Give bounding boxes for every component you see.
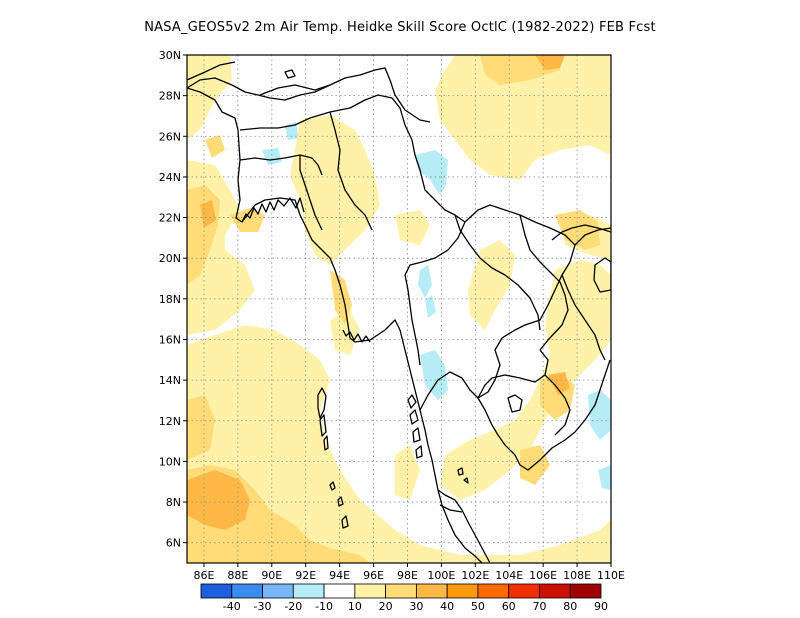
islands-myeik <box>407 394 423 459</box>
colorbar-swatch <box>385 583 417 599</box>
colorbar-label: -10 <box>315 600 333 613</box>
y-axis: 6N 8N 10N 12N 14N 16N 18N 20N 22N 24N 26N 28N 30N <box>159 49 187 550</box>
border-thailand-cambodia <box>477 349 549 399</box>
x-tick-label: 100E <box>427 569 455 582</box>
x-tick-label: 94E <box>329 569 350 582</box>
x-tick-label: 96E <box>363 569 384 582</box>
island-hainan <box>593 257 611 293</box>
islands-andaman <box>317 387 329 451</box>
x-tick-label: 106E <box>529 569 557 582</box>
x-axis: 86E 88E 90E 92E 94E 96E 98E 100E 102E 104E 106E 108… <box>193 563 625 582</box>
y-tick-label: 14N <box>159 374 181 387</box>
x-tick-label: 98E <box>397 569 418 582</box>
x-tick-label: 110E <box>597 569 625 582</box>
x-tick-label: 92E <box>295 569 316 582</box>
border-myanmar-thailand <box>404 221 466 366</box>
colorbar-swatch <box>415 583 448 599</box>
x-tick-label: 90E <box>261 569 282 582</box>
y-tick-label: 6N <box>166 537 181 550</box>
x-tick-label: 102E <box>461 569 489 582</box>
coastline-cambodia <box>477 359 611 471</box>
y-tick-label: 10N <box>159 455 181 468</box>
coastline-china-south <box>551 224 611 241</box>
y-tick-label: 16N <box>159 333 181 346</box>
colorbar-label: 80 <box>563 600 577 613</box>
colorbar-label: 70 <box>532 600 546 613</box>
lake-tonle-sap <box>507 394 523 413</box>
y-tick-label: 20N <box>159 252 181 265</box>
y-tick-label: 18N <box>159 293 181 306</box>
map-title: NASA_GEOS5v2 2m Air Temp. Heidke Skill S… <box>144 20 656 35</box>
border-bangladesh-north <box>239 154 323 176</box>
colorbar-label: -20 <box>284 600 302 613</box>
colorbar-labels: -40 -30 -20 -10 10 20 30 40 50 60 70 80 90 <box>223 600 608 613</box>
y-tick-label: 26N <box>159 130 181 143</box>
x-tick-label: 86E <box>193 569 214 582</box>
border-india-myanmar <box>329 111 373 231</box>
colorbar-swatch <box>231 583 263 599</box>
plot-frame <box>186 54 612 564</box>
islands-nicobar <box>329 481 349 529</box>
coastline-malay-east <box>437 489 491 563</box>
coastlines-borders <box>187 61 611 563</box>
colorbar-swatch <box>477 583 510 599</box>
colorbar-swatch <box>446 583 479 599</box>
colorbar-label: 50 <box>471 600 485 613</box>
x-tick-label: 108E <box>563 569 591 582</box>
border-bhutan <box>259 84 331 96</box>
colorbar-swatch <box>262 583 294 599</box>
coastline-mainland-west <box>187 87 483 563</box>
colorbar-label: 90 <box>594 600 608 613</box>
colorbar-label: 60 <box>502 600 516 613</box>
colorbar-label: -30 <box>254 600 272 613</box>
border-cambodia-vietnam <box>544 374 571 436</box>
colorbar-swatch <box>323 583 356 599</box>
colorbar <box>200 583 602 599</box>
y-tick-label: 22N <box>159 212 181 225</box>
coastline-gulf-vietnam <box>419 227 611 411</box>
colorbar-swatch <box>292 583 325 599</box>
colorbar-swatch <box>200 583 233 599</box>
colorbar-label: 30 <box>409 600 423 613</box>
colorbar-label: 40 <box>440 600 454 613</box>
y-tick-label: 28N <box>159 90 181 103</box>
colorbar-swatch <box>539 583 571 599</box>
colorbar-swatch <box>354 583 387 599</box>
border-thai-malay <box>439 504 463 513</box>
colorbar-label: 20 <box>379 600 393 613</box>
colorbar-swatch <box>569 583 602 599</box>
coastline-sundarbans <box>241 197 305 223</box>
colorbar-swatch <box>508 583 540 599</box>
border-myanmar-china <box>399 107 466 223</box>
border-bangladesh-east <box>299 155 323 231</box>
colorbar-label: 10 <box>348 600 362 613</box>
island-small-north <box>284 69 296 79</box>
border-himalaya <box>187 67 431 123</box>
x-tick-label: 104E <box>495 569 523 582</box>
coastline-irrawaddy <box>342 329 371 343</box>
skill-shading <box>187 55 611 563</box>
y-tick-label: 30N <box>159 49 181 62</box>
x-tick-label: 88E <box>227 569 248 582</box>
border-nepal-india <box>187 61 236 81</box>
y-tick-label: 8N <box>166 496 181 509</box>
border-laos-thailand <box>454 214 541 331</box>
border-laos-vietnam <box>519 214 569 351</box>
y-tick-label: 24N <box>159 171 181 184</box>
y-tick-label: 12N <box>159 415 181 428</box>
gridlines <box>187 55 611 563</box>
coastline-vietnam-east <box>561 274 606 361</box>
islands-gulf <box>457 467 469 484</box>
colorbar-label: -40 <box>223 600 241 613</box>
